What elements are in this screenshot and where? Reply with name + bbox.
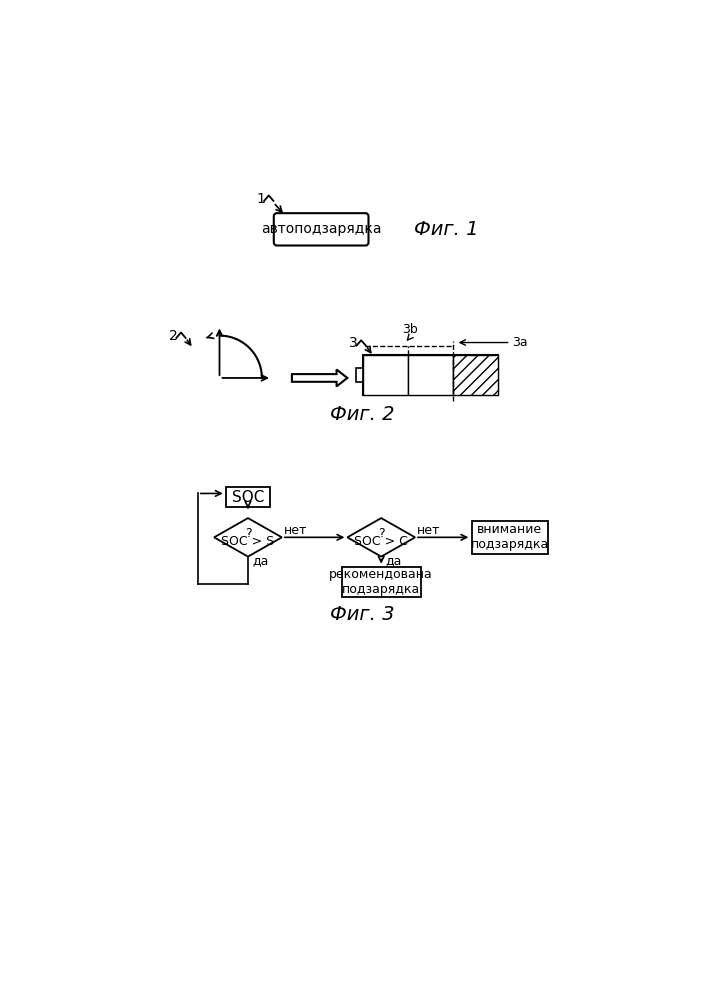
Text: 3a: 3a (512, 336, 527, 349)
Bar (226, 487, 270, 507)
Polygon shape (347, 518, 415, 557)
Bar (363, 355, 409, 395)
Text: да: да (386, 554, 402, 567)
Text: 1: 1 (257, 192, 266, 206)
Bar (409, 355, 453, 395)
Text: SOC > S: SOC > S (221, 535, 274, 548)
FancyBboxPatch shape (274, 213, 368, 246)
Text: да: да (252, 554, 269, 567)
Bar (453, 355, 498, 395)
Text: рекомендована
подзарядка: рекомендована подзарядка (329, 568, 433, 596)
Text: Фиг. 2: Фиг. 2 (329, 405, 395, 424)
Bar (472, 521, 547, 554)
Bar (356, 368, 363, 382)
Text: Фиг. 1: Фиг. 1 (414, 220, 478, 239)
Bar (363, 355, 498, 395)
Text: внимание
подзарядка: внимание подзарядка (471, 523, 549, 551)
Polygon shape (292, 369, 347, 386)
Text: нет: нет (284, 524, 307, 537)
Text: нет: нет (416, 524, 440, 537)
Text: ?: ? (378, 527, 385, 540)
Text: SOC: SOC (232, 490, 264, 505)
Text: ?: ? (245, 527, 251, 540)
Bar (341, 567, 421, 597)
Text: 3b: 3b (402, 323, 418, 336)
Text: 2: 2 (169, 329, 177, 343)
Polygon shape (214, 518, 282, 557)
Text: Фиг. 3: Фиг. 3 (329, 605, 395, 624)
Text: 3: 3 (349, 336, 358, 350)
Text: SOC > C: SOC > C (354, 535, 408, 548)
Text: автоподзарядка: автоподзарядка (261, 222, 381, 236)
